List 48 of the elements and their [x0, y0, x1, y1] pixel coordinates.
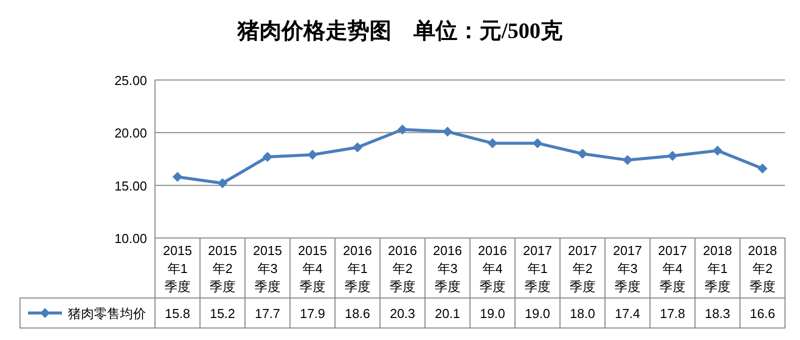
data-label: 17.9	[300, 306, 326, 321]
data-label: 17.7	[254, 306, 280, 321]
x-tick-label: 2016年4季度	[478, 243, 507, 294]
x-tick-label: 2015年3季度	[253, 243, 282, 294]
x-tick-label: 2017年4季度	[658, 243, 687, 294]
data-label: 20.3	[390, 306, 416, 321]
legend-label: 猪肉零售均价	[68, 306, 146, 321]
point	[532, 138, 542, 148]
data-label: 20.1	[434, 306, 460, 321]
x-tick-label: 2018年2季度	[748, 243, 777, 294]
x-tick-label: 2015年2季度	[208, 243, 237, 294]
data-label: 17.4	[614, 306, 640, 321]
x-tick-label: 2015年4季度	[298, 243, 327, 294]
x-tick-label: 2016年1季度	[343, 243, 372, 294]
point	[758, 163, 768, 174]
y-tick-label: 20.00	[114, 126, 147, 141]
point	[578, 148, 588, 159]
data-label: 17.8	[660, 306, 686, 321]
point	[172, 172, 182, 182]
x-tick-label: 2016年2季度	[388, 243, 417, 294]
point	[488, 138, 498, 148]
x-tick-label: 2018年1季度	[703, 243, 732, 294]
x-tick-label: 2017年1季度	[523, 243, 552, 294]
point	[622, 155, 632, 166]
point	[712, 146, 722, 156]
x-tick-label: 2017年2季度	[568, 243, 597, 294]
y-tick-label: 15.00	[114, 178, 147, 194]
data-label: 15.8	[164, 306, 190, 321]
y-tick-label: 10.00	[114, 231, 147, 246]
x-tick-label: 2015年1季度	[163, 243, 192, 294]
data-label: 16.6	[750, 306, 776, 321]
data-label: 19.0	[480, 306, 506, 321]
point	[308, 150, 318, 160]
data-label: 15.2	[210, 306, 236, 321]
point	[398, 124, 408, 135]
x-tick-label: 2017年3季度	[613, 243, 642, 294]
data-label: 18.6	[344, 306, 370, 321]
chart-title: 猪肉价格走势图 单位：元/500克	[236, 18, 563, 43]
point	[262, 152, 272, 162]
x-tick-label: 2016年3季度	[433, 243, 462, 294]
data-label: 18.0	[570, 306, 596, 321]
data-label: 19.0	[524, 306, 550, 321]
point	[442, 126, 452, 137]
data-label: 18.3	[704, 306, 730, 321]
point	[668, 150, 678, 161]
y-tick-label: 25.00	[114, 73, 147, 88]
point	[218, 178, 228, 188]
point	[352, 142, 362, 152]
